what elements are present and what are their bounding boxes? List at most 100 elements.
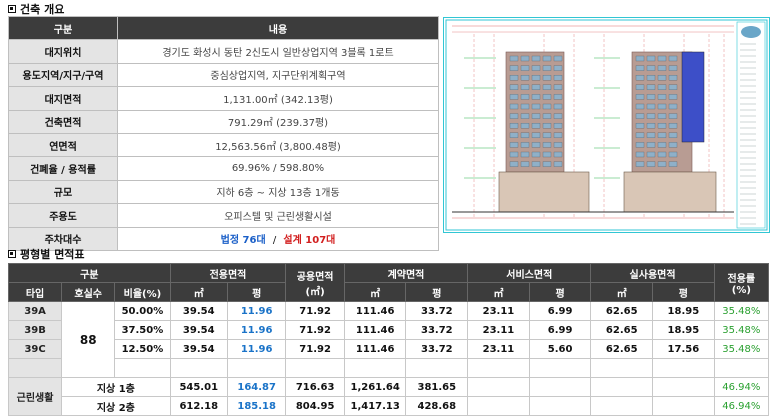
service-pyeong: 5.60 — [528, 339, 592, 359]
blank-cell — [467, 358, 530, 378]
common-sqm: 716.63 — [285, 377, 345, 397]
header-pyeong: 평 — [528, 282, 592, 302]
contract-pyeong: 381.65 — [405, 377, 469, 397]
blank-cell — [467, 377, 530, 397]
blank-cell — [467, 396, 530, 416]
contract-pyeong: 33.72 — [405, 301, 469, 321]
parking-legal: 법정 76대 — [220, 235, 266, 247]
blank-cell — [285, 358, 345, 378]
type-cell: 39A — [7, 301, 63, 321]
service-pyeong: 6.99 — [528, 320, 592, 340]
overview-value: 12,563.56㎡ (3,800.48평) — [117, 132, 439, 158]
right-tower-windows — [635, 55, 678, 167]
header-pyeong: 평 — [405, 282, 469, 302]
header-ratio: 전용률 (%) — [713, 263, 770, 302]
type-row: 39A 88 50.00% 39.54 11.96 71.92 111.46 3… — [7, 301, 770, 378]
area-header-row-1: 구분 전용면적 공용면적 (㎡) 계약면적 서비스면적 실사용면적 전용률 (%) — [8, 263, 770, 302]
actual-pyeong: 18.95 — [652, 320, 715, 340]
common-sqm: 71.92 — [285, 320, 345, 340]
overview-row: 건축면적 791.29㎡ (239.37평) — [8, 109, 439, 134]
contract-sqm: 111.46 — [343, 320, 407, 340]
exclusive-sqm: 612.18 — [169, 396, 228, 416]
exclusive-sqm: 545.01 — [169, 377, 228, 397]
type-row: 39C 12.50% 39.54 11.96 71.92 111.46 33.7… — [7, 339, 770, 359]
overview-header-gubun: 구분 — [8, 15, 118, 41]
overview-label: 연면적 — [8, 132, 118, 158]
overview-label: 용도지역/지구/구역 — [8, 62, 118, 88]
header-actual: 실사용면적 — [590, 263, 715, 283]
overview-row: 연면적 12,563.56㎡ (3,800.48평) — [8, 132, 439, 158]
actual-sqm: 62.65 — [590, 320, 654, 340]
blank-cell — [528, 396, 592, 416]
contract-sqm: 111.46 — [343, 339, 407, 359]
exclusive-sqm: 39.54 — [169, 301, 228, 321]
overview-value: 1,131.00㎡ (342.13평) — [117, 86, 439, 111]
header-sqm: ㎡ — [169, 282, 228, 302]
header-share: 비율(%) — [114, 282, 171, 302]
overview-label: 대지면적 — [8, 86, 118, 111]
section-square-icon — [8, 5, 16, 13]
firm-logo — [741, 26, 761, 38]
header-contract: 계약면적 — [343, 263, 469, 283]
overview-value: 경기도 화성시 동탄 2신도시 일반상업지역 3블록 1로트 — [117, 39, 439, 64]
overview-label: 대지위치 — [8, 39, 118, 64]
exclusive-sqm: 39.54 — [169, 320, 228, 340]
exclusive-pyeong: 164.87 — [226, 377, 287, 397]
service-sqm: 23.11 — [467, 339, 530, 359]
exclusive-pyeong: 11.96 — [226, 339, 287, 359]
share-cell: 37.50% — [114, 320, 171, 340]
retail-floor: 지상 2층 — [61, 396, 171, 416]
parking-label: 주차대수 — [8, 226, 118, 251]
header-service: 서비스면적 — [467, 263, 592, 283]
overview-row: 대지면적 1,131.00㎡ (342.13평) — [8, 86, 439, 111]
actual-pyeong: 18.95 — [652, 301, 715, 321]
common-sqm: 71.92 — [285, 301, 345, 321]
actual-sqm: 62.65 — [590, 339, 654, 359]
ratio-cell: 35.48% — [713, 320, 770, 340]
overview-title: 건축 개요 — [20, 3, 65, 16]
title-block-lines — [740, 43, 756, 225]
overview-section-title: 건축 개요 — [8, 1, 64, 17]
header-sqm: ㎡ — [343, 282, 407, 302]
service-sqm: 23.11 — [467, 320, 530, 340]
left-podium — [498, 171, 590, 213]
ratio-cell: 46.94% — [713, 396, 770, 416]
overview-table: 구분 내용 대지위치 경기도 화성시 동탄 2신도시 일반상업지역 3블록 1로트… — [8, 15, 439, 251]
retail-floor: 지상 1층 — [61, 377, 171, 397]
blank-cell — [652, 396, 715, 416]
header-gubun: 구분 — [8, 263, 171, 283]
exclusive-sqm: 39.54 — [169, 339, 228, 359]
actual-pyeong: 17.56 — [652, 339, 715, 359]
overview-row: 주용도 오피스텔 및 근린생활시설 — [8, 203, 439, 228]
blank-cell — [169, 358, 228, 378]
exclusive-pyeong: 11.96 — [226, 320, 287, 340]
type-row: 39B 37.50% 39.54 11.96 71.92 111.46 33.7… — [7, 320, 770, 340]
blank-cell — [713, 358, 770, 378]
left-tower-windows — [509, 55, 563, 167]
common-sqm: 71.92 — [285, 339, 345, 359]
area-table: 구분 전용면적 공용면적 (㎡) 계약면적 서비스면적 실사용면적 전용률 (%) … — [7, 263, 770, 416]
header-type: 타입 — [7, 282, 63, 302]
header-exclusive: 전용면적 — [169, 263, 287, 283]
overview-row: 용도지역/지구/구역 중심상업지역, 지구단위계획구역 — [8, 62, 439, 88]
overview-value: 오피스텔 및 근린생활시설 — [117, 203, 439, 228]
blank-cell — [652, 358, 715, 378]
retail-row: 근린생활 지상 1층 545.01 164.87 716.63 1,261.64… — [7, 377, 770, 416]
blank-cell — [590, 358, 654, 378]
header-common: 공용면적 (㎡) — [285, 263, 345, 302]
overview-value: 지하 6층 ~ 지상 13층 1개동 — [117, 179, 439, 205]
type-cell: 39B — [7, 320, 63, 340]
overview-label: 규모 — [8, 179, 118, 205]
total-households: 88 — [61, 301, 116, 378]
area-title: 평형별 면적표 — [20, 248, 85, 261]
share-cell: 12.50% — [114, 339, 171, 359]
contract-pyeong: 33.72 — [405, 339, 469, 359]
section-square-icon — [8, 250, 16, 258]
blank-cell — [226, 358, 287, 378]
area-section-title: 평형별 면적표 — [8, 246, 85, 262]
blank-cell — [590, 396, 654, 416]
contract-sqm: 111.46 — [343, 301, 407, 321]
area-header-row-2: 타입 호실수 비율(%) ㎡ 평 ㎡ 평 ㎡ 평 ㎡ 평 — [7, 282, 769, 302]
type-cell: 39C — [7, 339, 63, 359]
overview-label: 주용도 — [8, 203, 118, 228]
